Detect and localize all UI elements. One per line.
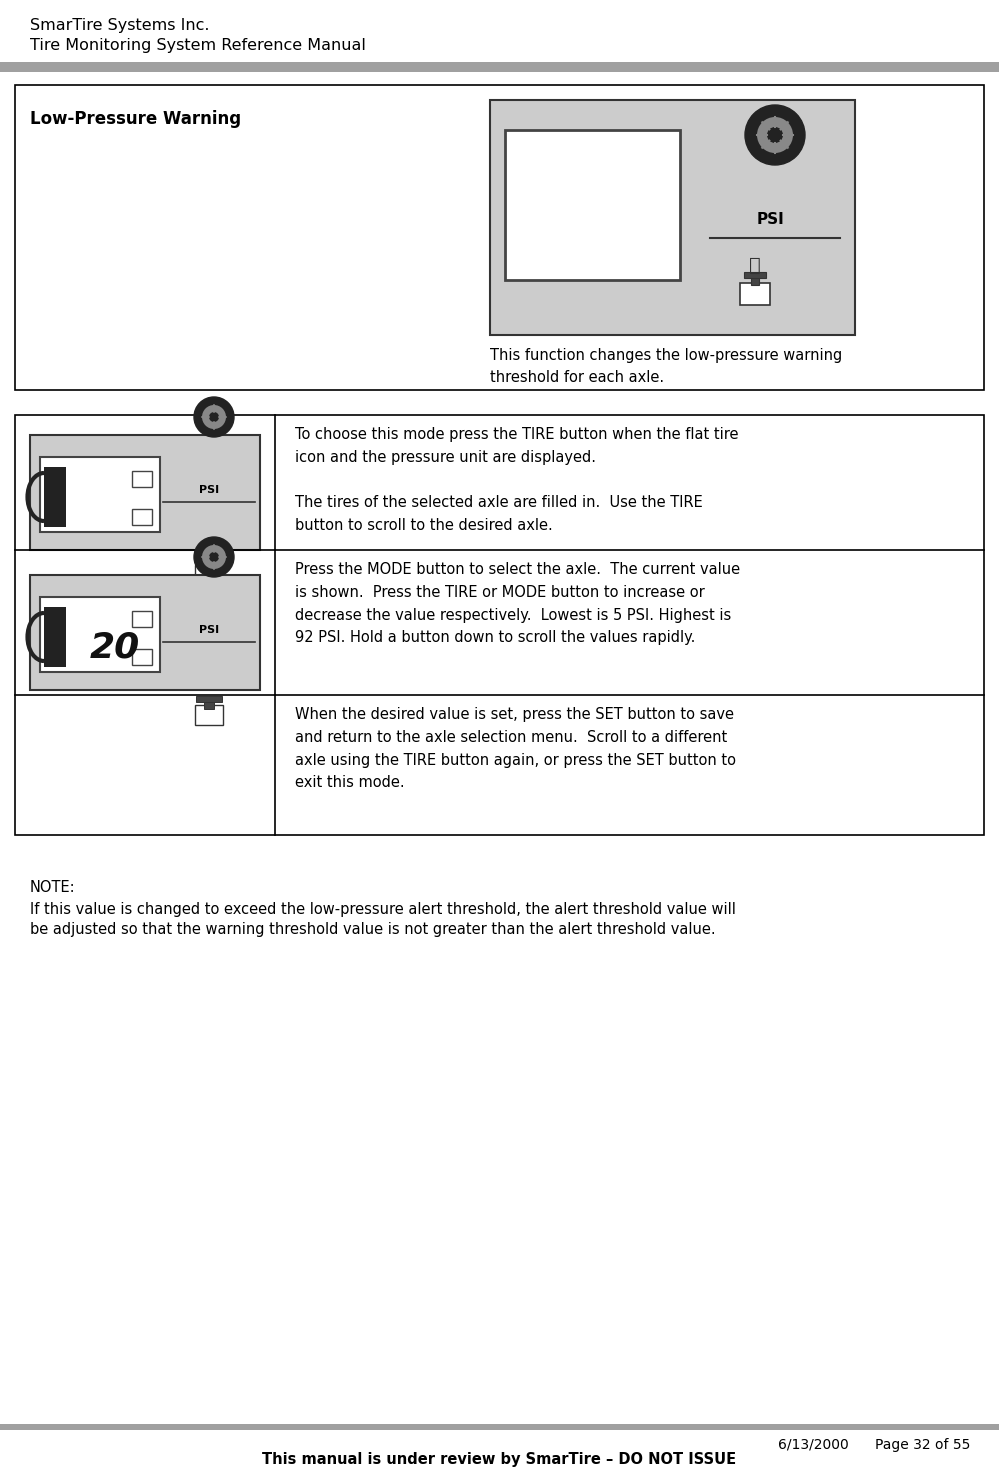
Bar [30,436,260,550]
Bar [44,467,66,527]
Bar [15,85,984,390]
Text: Press the MODE button to select the axle.  The current value
is shown.  Press th: Press the MODE button to select the axle… [295,562,740,645]
Bar [132,471,152,487]
Text: PSI: PSI [200,625,220,635]
Text: PSI: PSI [200,486,220,494]
Text: Low-Pressure Warning: Low-Pressure Warning [30,110,241,128]
Text: 🖥: 🖥 [749,255,761,274]
Bar [30,575,260,689]
Circle shape [194,537,234,577]
Text: NOTE:: NOTE: [30,880,76,895]
Text: be adjusted so that the warning threshold value is not greater than the alert th: be adjusted so that the warning threshol… [30,921,715,937]
Bar [40,597,160,672]
Bar [132,509,152,525]
Text: When the desired value is set, press the SET button to save
and return to the ax: When the desired value is set, press the… [295,707,736,791]
Bar [0,62,999,72]
Circle shape [202,546,226,569]
Circle shape [767,128,783,142]
Bar [0,1424,999,1430]
Bar [132,610,152,626]
Bar [196,706,224,725]
Bar [15,415,984,835]
Bar [751,274,759,285]
Bar [44,509,60,525]
Circle shape [202,405,226,428]
Bar [205,559,215,569]
Text: If this value is changed to exceed the low-pressure alert threshold, the alert t: If this value is changed to exceed the l… [30,902,736,917]
Bar [740,283,770,305]
Circle shape [745,106,805,164]
Bar [44,607,66,667]
Bar [505,131,680,280]
Bar [205,698,215,709]
Bar [744,271,766,279]
Circle shape [194,398,234,437]
Text: To choose this mode press the TIRE button when the flat tire
icon and the pressu: To choose this mode press the TIRE butto… [295,427,738,533]
Circle shape [209,552,219,562]
Text: This function changes the low-pressure warning
threshold for each axle.: This function changes the low-pressure w… [490,348,842,386]
Text: Tire Monitoring System Reference Manual: Tire Monitoring System Reference Manual [30,38,366,53]
Bar [44,610,60,626]
Text: SmarTire Systems Inc.: SmarTire Systems Inc. [30,18,210,32]
Text: 6/13/2000      Page 32 of 55: 6/13/2000 Page 32 of 55 [777,1438,970,1452]
Circle shape [757,117,793,153]
Text: PSI: PSI [756,213,784,227]
Bar [40,458,160,533]
Bar [44,648,60,665]
Bar [197,695,223,703]
Bar [197,556,223,562]
Bar [132,648,152,665]
Bar [196,565,224,585]
Bar [490,100,855,334]
Bar [44,471,60,487]
Text: 20: 20 [89,629,140,665]
Circle shape [209,412,219,422]
Text: This manual is under review by SmarTire – DO NOT ISSUE: This manual is under review by SmarTire … [262,1452,736,1467]
